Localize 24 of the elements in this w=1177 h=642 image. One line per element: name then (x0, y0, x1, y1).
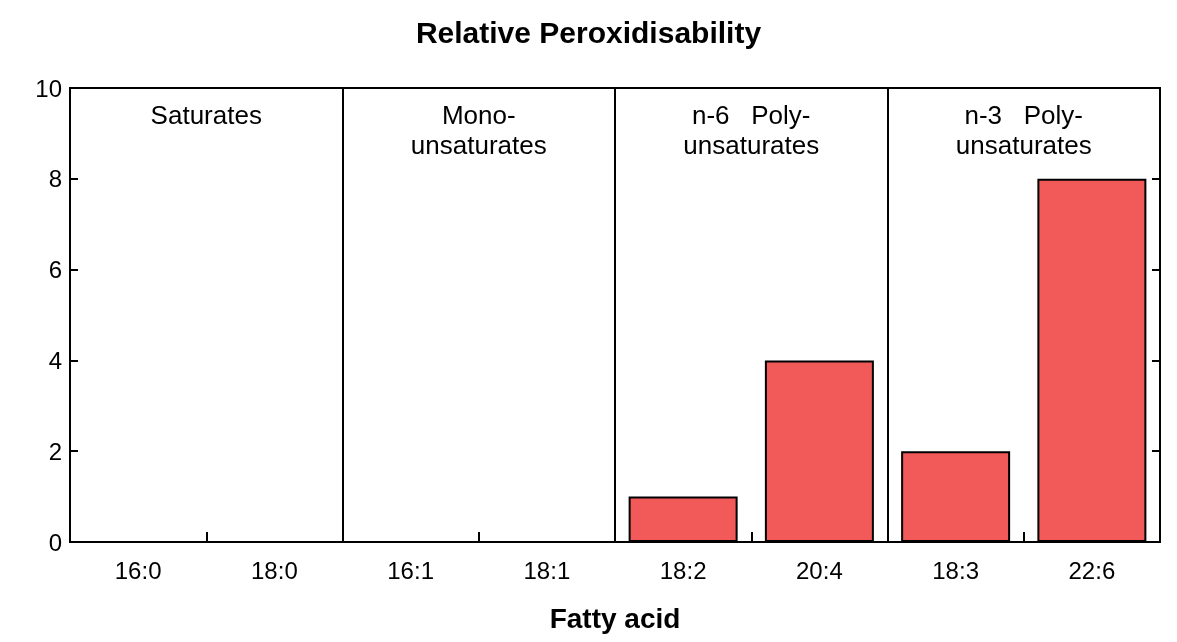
y-tick-label: 2 (48, 437, 62, 465)
x-tick-label: 16:1 (387, 556, 434, 584)
annotation: Saturates (150, 100, 262, 130)
x-axis-title: Fatty acid (549, 602, 681, 634)
y-tick-label: 0 (48, 528, 62, 556)
x-tick-label: 22:6 (1068, 556, 1116, 584)
chart-title: Relative Peroxidisability (415, 15, 762, 49)
y-tick-label: 4 (48, 346, 62, 374)
bar (628, 496, 738, 542)
x-tick-label: 18:2 (659, 556, 707, 584)
y-tick-label: 6 (48, 256, 62, 284)
annotation: Mono- unsaturates (410, 100, 547, 160)
bar (901, 451, 1011, 542)
x-tick-label: 18:3 (932, 556, 979, 584)
y-tick-label: 10 (35, 74, 62, 102)
bar (1037, 178, 1147, 542)
x-tick-label: 18:0 (251, 556, 298, 584)
bar (764, 360, 874, 542)
y-tick-label: 8 (48, 165, 62, 193)
annotation: n-6 Poly- unsaturates (683, 100, 820, 160)
x-tick-label: 18:1 (523, 556, 571, 584)
x-tick-label: 16:0 (114, 556, 162, 584)
annotation: n-3 Poly- unsaturates (955, 100, 1092, 160)
x-tick-label: 20:4 (796, 556, 843, 584)
